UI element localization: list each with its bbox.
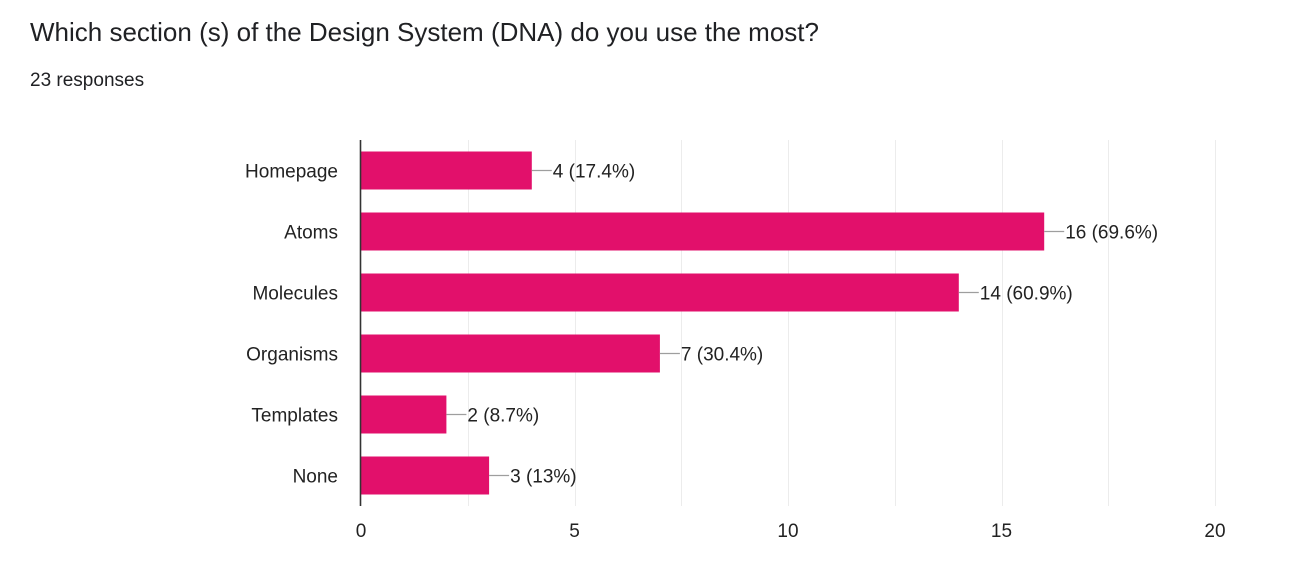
x-tick-label: 5 [569,521,580,542]
category-label: Atoms [284,223,338,244]
bar-4 [361,395,447,434]
data-label: 3 (13%) [510,467,577,488]
category-label: Templates [251,406,338,427]
category-label: None [293,467,338,488]
data-label: 7 (30.4%) [681,345,763,366]
data-label: 4 (17.4%) [553,162,635,183]
bar-2 [361,273,959,312]
question-title: Which section (s) of the Design System (… [30,17,819,47]
response-count: 23 responses [30,70,145,91]
data-label: 16 (69.6%) [1065,223,1158,244]
bar-1 [361,212,1045,251]
category-label: Homepage [245,162,338,183]
bar-0 [361,151,532,190]
data-label: 2 (8.7%) [467,406,539,427]
data-label: 14 (60.9%) [980,284,1073,305]
bar-5 [361,456,490,495]
x-tick-label: 15 [991,521,1012,542]
category-label: Molecules [252,284,338,305]
x-tick-label: 20 [1204,521,1225,542]
x-tick-label: 10 [777,521,798,542]
x-tick-label: 0 [356,521,367,542]
category-label: Organisms [246,345,338,366]
bar-3 [361,334,660,373]
